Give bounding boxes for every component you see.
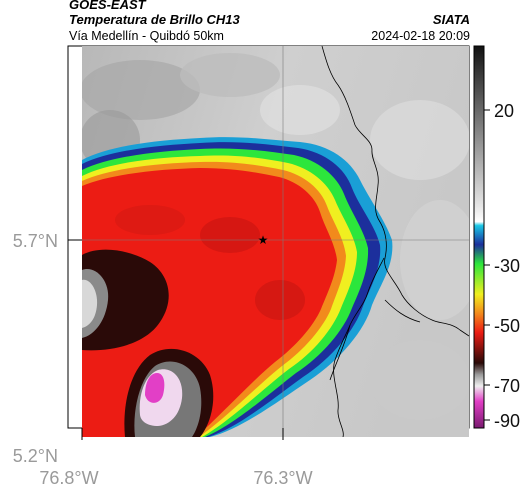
star-icon: ★	[258, 233, 269, 247]
product-title: GOES-EAST	[69, 0, 146, 12]
colorbar-tick-20: 20	[494, 101, 514, 121]
lon-tick-label-2: 76.3°W	[253, 468, 312, 488]
colorbar-tick-minus30: -30	[494, 256, 520, 276]
boundaries	[321, 46, 469, 437]
satellite-image	[82, 46, 469, 437]
colorbar-tick-minus90: -90	[494, 411, 520, 431]
lat-tick-label-1: 5.7°N	[13, 231, 58, 251]
variable-title: Temperatura de Brillo CH13	[69, 12, 240, 27]
lon-tick-label-1: 76.8°W	[39, 468, 98, 488]
lat-tick-label-2: 5.2°N	[13, 446, 58, 466]
region-label: Vía Medellín - Quibdó 50km	[69, 29, 224, 43]
organization-label: SIATA	[432, 12, 470, 27]
colorbar-tick-minus50: -50	[494, 316, 520, 336]
colorbar-tick-minus70: -70	[494, 376, 520, 396]
datetime-label: 2024-02-18 20:09	[371, 29, 470, 43]
colorbar: 20 -30 -50 -70 -90	[473, 45, 520, 431]
